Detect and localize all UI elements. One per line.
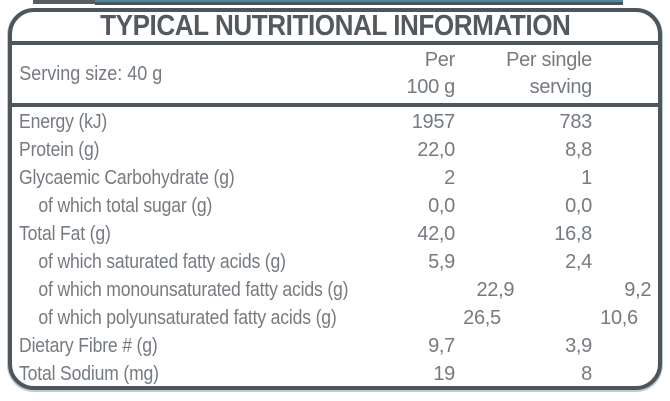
top-crop-strip-teal — [95, 0, 623, 5]
value-per-serving: 16,8 — [554, 223, 592, 245]
row-label: Dietary Fibre # (g) — [19, 335, 158, 357]
row-label: of which total sugar (g) — [38, 195, 213, 217]
top-crop-strip-gray — [33, 0, 95, 4]
value-per-100g: 19 — [433, 363, 455, 385]
value-per-serving: 1 — [581, 167, 592, 189]
value-per-serving: 9,2 — [624, 279, 652, 301]
column-header-per-serving: Per single serving — [455, 47, 592, 103]
value-per-100g: 1957 — [411, 111, 456, 133]
table-row: Total Fat (g) 42,0 16,8 — [12, 220, 658, 248]
table-row: Total Sodium (mg) 19 8 — [12, 360, 658, 388]
table-row: Protein (g) 22,0 8,8 — [12, 136, 658, 164]
table-title: TYPICAL NUTRITIONAL INFORMATION — [99, 10, 571, 42]
value-per-serving: 8,8 — [565, 139, 592, 161]
table-header-row: Serving size: 40 g Per 100 g Per single … — [12, 45, 658, 107]
row-label: Energy (kJ) — [19, 111, 108, 133]
row-label: of which monounsaturated fatty acids (g) — [38, 279, 349, 301]
row-label: of which polyunsaturated fatty acids (g) — [38, 307, 337, 329]
table-row: Glycaemic Carbohydrate (g) 2 1 — [12, 164, 658, 192]
table-row: of which monounsaturated fatty acids (g)… — [12, 276, 658, 304]
table-row: of which saturated fatty acids (g) 5,9 2… — [12, 248, 658, 276]
value-per-100g: 22,9 — [476, 279, 515, 301]
table-row: of which polyunsaturated fatty acids (g)… — [12, 304, 658, 332]
value-per-serving: 783 — [559, 111, 593, 133]
value-per-100g: 9,7 — [428, 335, 455, 357]
value-per-100g: 2 — [444, 167, 455, 189]
value-per-serving: 2,4 — [565, 251, 592, 273]
column-header-per-serving-line1: Per single — [506, 49, 592, 71]
value-per-serving: 3,9 — [565, 335, 592, 357]
nutrition-table: TYPICAL NUTRITIONAL INFORMATION Serving … — [8, 8, 662, 390]
row-label: Glycaemic Carbohydrate (g) — [19, 167, 235, 189]
row-label: Total Sodium (mg) — [19, 363, 159, 385]
row-label: Total Fat (g) — [19, 223, 111, 245]
value-per-100g: 22,0 — [417, 139, 455, 161]
value-per-100g: 0,0 — [428, 195, 455, 217]
table-row: Energy (kJ) 1957 783 — [12, 108, 658, 136]
table-row: of which total sugar (g) 0,0 0,0 — [12, 192, 658, 220]
value-per-100g: 5,9 — [428, 251, 455, 273]
value-per-serving: 8 — [581, 363, 592, 385]
column-header-per-100g-line2: 100 g — [406, 76, 455, 98]
value-per-100g: 26,5 — [463, 307, 501, 329]
column-header-per-100g-line1: Per — [424, 49, 456, 71]
column-header-per-serving-line2: serving — [529, 76, 593, 98]
value-per-100g: 42,0 — [417, 223, 455, 245]
row-label: Protein (g) — [19, 139, 100, 161]
row-label: of which saturated fatty acids (g) — [38, 251, 286, 273]
column-header-per-100g: Per 100 g — [335, 47, 455, 103]
table-row: Dietary Fibre # (g) 9,7 3,9 — [12, 332, 658, 360]
table-body: Energy (kJ) 1957 783 Protein (g) 22,0 8,… — [12, 107, 658, 388]
value-per-serving: 10,6 — [600, 307, 638, 329]
serving-size-label: Serving size: 40 g — [19, 62, 163, 85]
value-per-serving: 0,0 — [565, 195, 592, 217]
table-title-bar: TYPICAL NUTRITIONAL INFORMATION — [12, 12, 658, 45]
